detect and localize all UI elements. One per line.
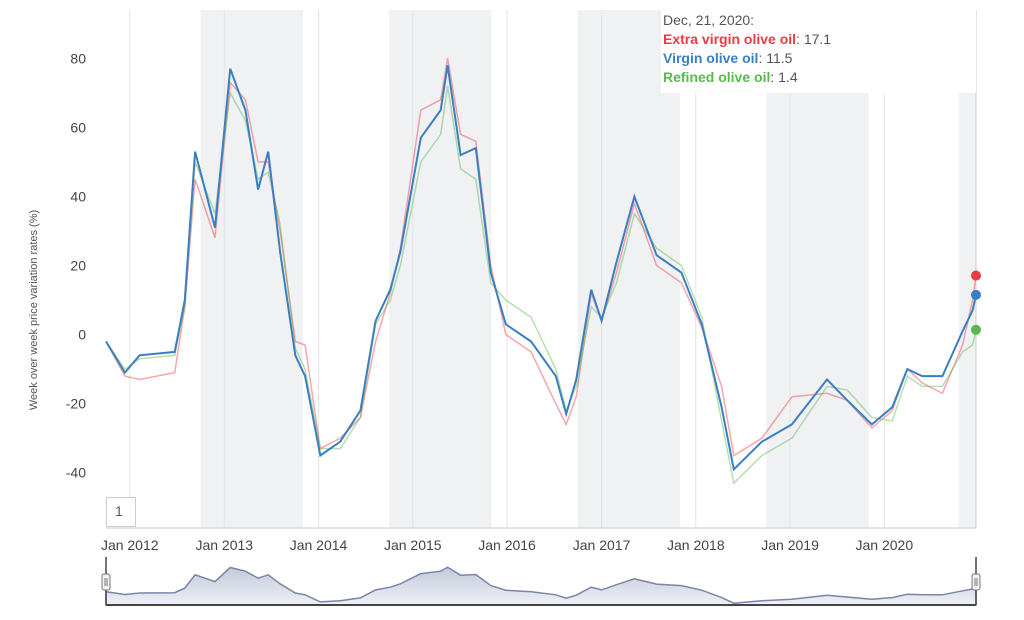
x-tick-label: Jan 2015	[384, 537, 442, 553]
period-bands	[200, 10, 976, 528]
y-axis-ticks: 80 60 40 20 0 -20 -40	[66, 50, 86, 480]
series-end-marker	[971, 289, 981, 300]
y-axis-label: Week over week price variation rates (%)	[28, 210, 40, 410]
x-tick-label: Jan 2018	[667, 537, 725, 553]
x-tick-label: Jan 2013	[195, 537, 253, 553]
x-tick-label: Jan 2020	[856, 537, 914, 553]
navigator[interactable]	[101, 557, 981, 606]
x-tick-label: Jan 2014	[290, 537, 348, 553]
x-tick-label: Jan 2016	[478, 537, 536, 553]
period-band	[577, 10, 681, 528]
tooltip-series-name: Virgin olive oil	[663, 50, 759, 66]
y-tick-label: 40	[70, 188, 86, 204]
tooltip-row-extra-virgin: Extra virgin olive oil: 17.1	[663, 31, 832, 47]
navigator-handle-right[interactable]	[971, 573, 981, 591]
x-tick-label: Jan 2012	[101, 537, 159, 553]
tooltip-series-name: Extra virgin olive oil	[663, 31, 797, 47]
range-selector-button[interactable]: 1	[106, 497, 136, 527]
y-tick-label: -40	[66, 465, 86, 481]
tooltip: Dec, 21, 2020: Extra virgin olive oil: 1…	[661, 9, 976, 93]
navigator-handle-left[interactable]	[101, 573, 111, 591]
y-tick-label: 0	[78, 327, 86, 343]
tooltip-row-refined: Refined olive oil: 1.4	[663, 69, 798, 85]
tooltip-series-name: Refined olive oil	[663, 69, 771, 85]
y-tick-label: -20	[66, 396, 86, 412]
period-band	[958, 10, 976, 528]
series-lines	[105, 58, 981, 485]
period-band	[389, 10, 492, 528]
x-tick-label: Jan 2019	[761, 537, 819, 553]
series-end-marker	[971, 270, 981, 281]
x-axis-ticks: Jan 2012 Jan 2013 Jan 2014 Jan 2015 Jan 2016…	[101, 537, 913, 553]
tooltip-value: 17.1	[803, 31, 832, 47]
tooltip-value: 11.5	[766, 50, 793, 66]
tooltip-row-virgin: Virgin olive oil: 11.5	[663, 50, 793, 66]
period-band	[766, 10, 869, 528]
series-end-marker	[971, 324, 981, 335]
series-line-virgin-olive-oil	[105, 65, 977, 472]
y-tick-label: 80	[70, 50, 86, 66]
tooltip-value: 1.4	[778, 69, 798, 85]
period-band	[200, 10, 303, 528]
x-tick-label: Jan 2017	[573, 537, 631, 553]
y-tick-label: 20	[70, 258, 86, 274]
tooltip-date: Dec, 21, 2020:	[663, 12, 755, 28]
navigator-series-area	[105, 566, 977, 606]
y-tick-label: 60	[70, 119, 86, 135]
